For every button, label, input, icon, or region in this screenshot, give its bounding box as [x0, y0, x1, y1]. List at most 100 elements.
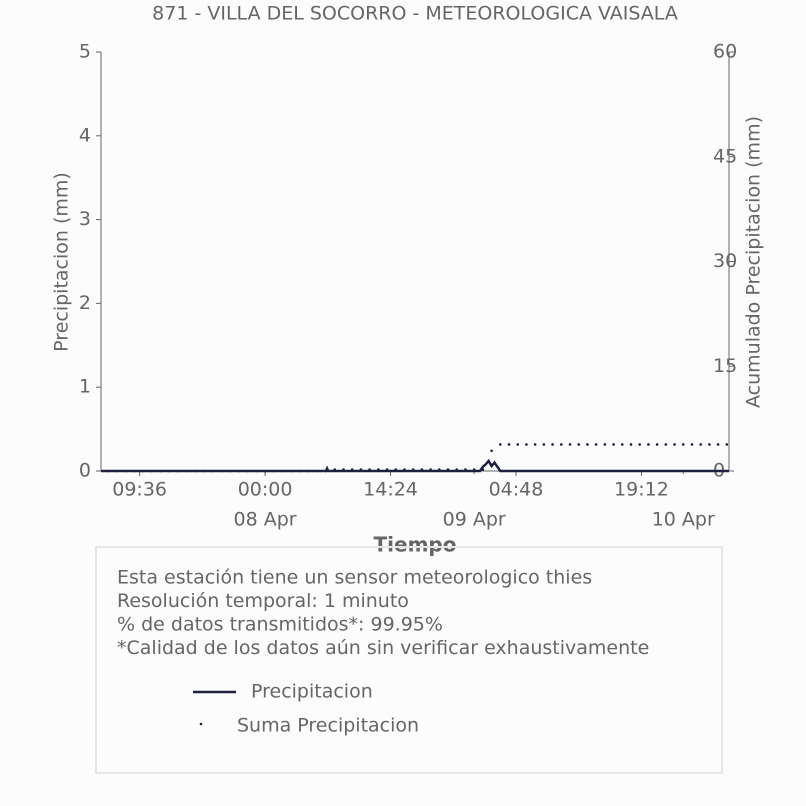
cumulative-dot	[568, 443, 572, 446]
x-tick-label: 14:24	[363, 479, 418, 501]
legend-label: Suma Precipitacion	[237, 715, 419, 737]
cumulative-dot	[141, 469, 145, 473]
cumulative-dot	[289, 469, 293, 473]
x-tick-label: 04:48	[489, 479, 544, 501]
cumulative-dot	[673, 443, 676, 446]
cumulative-dot	[490, 449, 493, 453]
cumulative-dot	[499, 443, 502, 446]
y2-tick-label: 60	[713, 41, 737, 63]
cumulative-dot	[664, 443, 668, 446]
cumulative-dot	[185, 469, 188, 473]
cumulative-dot	[472, 468, 476, 471]
cumulative-dot	[620, 443, 624, 446]
cumulative-dot	[176, 469, 180, 473]
cumulative-dot	[159, 469, 162, 473]
cumulative-dot	[481, 468, 485, 471]
cumulative-dot	[220, 469, 223, 473]
cumulative-dot	[438, 468, 441, 471]
cumulative-dot	[655, 443, 659, 446]
cumulative-dot	[725, 443, 729, 446]
cumulative-dot	[559, 443, 563, 446]
info-text: % de datos transmitidos*: 99.95%	[117, 614, 443, 636]
cumulative-dot	[525, 443, 528, 446]
cumulative-dot	[533, 443, 537, 446]
x-axis-label: Tiempo	[374, 533, 457, 557]
x-tick-label: 19:12	[614, 479, 669, 501]
y-tick-label: 2	[79, 292, 91, 314]
cumulative-dot	[690, 443, 694, 446]
cumulative-dot	[377, 468, 380, 471]
cumulative-dot	[237, 469, 241, 473]
cumulative-dot	[255, 469, 258, 473]
cumulative-dot	[368, 468, 371, 471]
legend-label: Precipitacion	[251, 681, 373, 703]
cumulative-dot	[385, 468, 389, 471]
cumulative-dot	[350, 468, 354, 471]
y2-tick-label: 45	[713, 145, 737, 167]
y-tick-label: 5	[79, 41, 91, 63]
cumulative-dot	[411, 468, 415, 471]
date-tick-label: 09 Apr	[443, 509, 506, 531]
cumulative-dot	[516, 443, 520, 446]
cumulative-dot	[342, 468, 345, 471]
precip-line	[101, 458, 729, 473]
cumulative-dot	[281, 469, 284, 473]
cumulative-dot	[647, 443, 650, 446]
cumulative-dot	[202, 469, 206, 473]
cumulative-dot	[150, 469, 154, 473]
y-tick-label: 3	[79, 208, 91, 230]
cumulative-dot	[324, 469, 328, 473]
cumulative-dot	[577, 443, 581, 446]
cumulative-dot	[167, 469, 171, 473]
cumulative-dot	[638, 443, 642, 446]
date-tick-label: 10 Apr	[652, 509, 715, 531]
y-tick-label: 0	[79, 460, 91, 482]
cumulative-dot	[629, 443, 633, 446]
cumulative-dot	[603, 443, 607, 446]
cumulative-dot	[708, 443, 711, 446]
cumulative-dot	[211, 469, 215, 473]
cumulative-dot	[298, 469, 302, 473]
x-tick-label: 09:36	[112, 479, 167, 501]
y-tick-label: 1	[79, 376, 91, 398]
x-tick-label: 00:00	[238, 479, 293, 501]
info-box	[95, 546, 723, 774]
y2-tick-label: 30	[713, 250, 737, 272]
info-text: Esta estación tiene un sensor meteorolog…	[117, 567, 592, 589]
cumulative-dot	[507, 443, 511, 446]
cumulative-dot	[455, 468, 459, 471]
cumulative-dot	[699, 443, 702, 446]
cumulative-dot	[263, 469, 267, 473]
cumulative-dot	[106, 469, 110, 473]
cumulative-dot	[551, 443, 554, 446]
info-text: *Calidad de los datos aún sin verificar …	[117, 637, 649, 659]
info-text: Resolución temporal: 1 minuto	[117, 590, 409, 612]
cumulative-dot	[228, 469, 232, 473]
y-axis-label: Precipitacion (mm)	[51, 172, 73, 352]
y2-tick-label: 15	[713, 355, 737, 377]
y2-axis-label: Acumulado Precipitacion (mm)	[743, 116, 765, 408]
date-tick-label: 08 Apr	[234, 509, 297, 531]
cumulative-dot	[272, 469, 276, 473]
cumulative-dot	[133, 469, 136, 473]
cumulative-dot	[420, 468, 424, 471]
cumulative-dot	[194, 469, 197, 473]
chart-title: 871 - VILLA DEL SOCORRO - METEOROLOGICA …	[152, 3, 678, 25]
cumulative-dot	[681, 443, 685, 446]
legend-dot	[199, 722, 203, 726]
cumulative-dot	[464, 468, 467, 471]
cumulative-dot	[394, 468, 398, 471]
cumulative-dot	[115, 469, 119, 473]
cumulative-dot	[612, 443, 615, 446]
cumulative-dot	[542, 443, 546, 446]
cumulative-dot	[359, 468, 363, 471]
cumulative-dot	[429, 468, 432, 471]
cumulative-dot	[333, 468, 337, 471]
cumulative-dot	[316, 469, 319, 473]
cumulative-dot	[594, 443, 598, 446]
y-tick-label: 4	[79, 124, 91, 146]
cumulative-dot	[246, 469, 249, 473]
cumulative-dot	[446, 468, 450, 471]
cumulative-dot	[586, 443, 589, 446]
